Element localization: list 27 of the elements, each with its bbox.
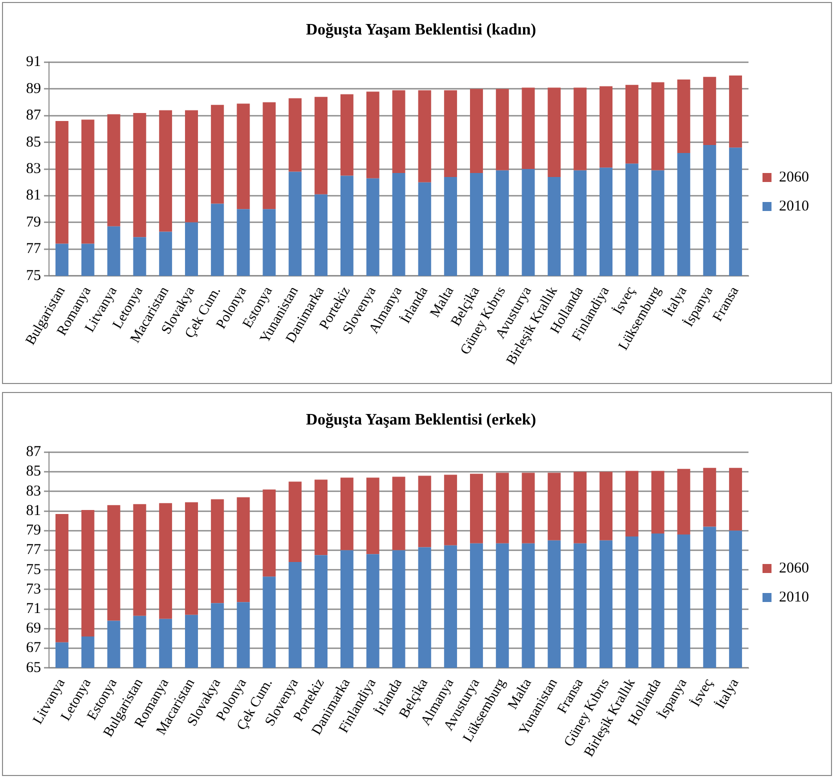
y-tick-label: 73	[26, 581, 41, 598]
legend-label: 2060	[779, 169, 809, 186]
y-tick-label: 69	[26, 620, 41, 637]
y-tick-label: 67	[26, 640, 42, 656]
y-tick-label: 87	[26, 108, 42, 124]
y-tick-label: 79	[26, 522, 41, 539]
legend-label: 2060	[779, 560, 809, 576]
y-tick-label: 75	[26, 268, 41, 284]
legend-label: 2010	[779, 589, 809, 606]
y-tick-label: 79	[26, 214, 41, 230]
y-tick-label: 87	[26, 444, 42, 460]
chart-title: Doğuşta Yaşam Beklentisi (kadın)	[306, 22, 536, 39]
y-tick-label: 65	[26, 660, 41, 676]
chart-title: Doğuşta Yaşam Beklentisi (erkek)	[306, 412, 536, 429]
y-tick-label: 85	[26, 134, 41, 150]
y-tick-label: 83	[26, 483, 41, 500]
y-tick-label: 81	[26, 188, 41, 204]
y-tick-label: 75	[26, 562, 41, 578]
y-tick-label: 89	[26, 80, 41, 97]
y-tick-label: 83	[26, 160, 41, 177]
y-tick-label: 85	[26, 464, 41, 480]
y-tick-label: 81	[26, 502, 41, 519]
y-tick-label: 77	[26, 241, 42, 258]
y-tick-label: 77	[26, 542, 42, 558]
y-tick-label: 71	[26, 600, 41, 617]
y-tick-label: 91	[26, 54, 41, 70]
legend-label: 2010	[779, 198, 809, 214]
